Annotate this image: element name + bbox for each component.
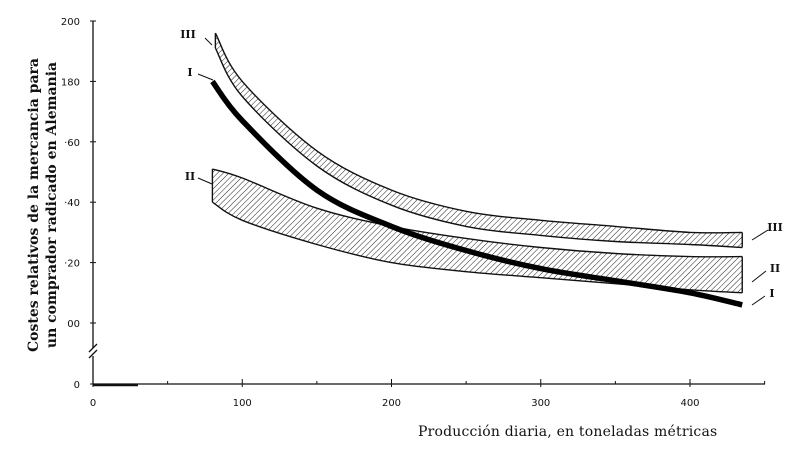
line-i — [210, 79, 743, 308]
bands — [211, 32, 743, 294]
right-leader-line — [751, 270, 767, 283]
right-leader-line — [751, 229, 769, 241]
y-tick-label: 200 — [61, 17, 80, 28]
band-ii-fill — [212, 169, 743, 293]
band-iii-upper-edge — [214, 32, 743, 234]
lines — [210, 79, 743, 308]
axes — [88, 21, 765, 387]
left-leader-line — [197, 73, 214, 81]
band-ii-upper-edge — [212, 168, 743, 258]
left-series-label: I — [187, 66, 192, 79]
x-axis-title: Producción diaria, en toneladas métricas — [418, 424, 718, 440]
y-tick-label: 180 — [61, 77, 80, 88]
x-tick-label: 100 — [233, 398, 252, 409]
y-tick-label: ·20 — [64, 259, 80, 270]
y-axis-title: Costes relativos de la mercancia para un… — [26, 58, 60, 352]
y-tick-label: 0 — [74, 380, 80, 391]
y-axis-title-line-2: un comprador radicado en Alemania — [44, 62, 60, 348]
right-leader-line — [751, 295, 766, 306]
band-iii-lower-edge — [214, 47, 743, 249]
y-tick-label: ·40 — [64, 198, 80, 209]
x-tick-label: 200 — [382, 398, 401, 409]
y-axis-title-line-1: Costes relativos de la mercancia para — [26, 58, 42, 352]
left-series-label: III — [180, 28, 195, 41]
right-series-label: III — [767, 221, 782, 234]
x-tick-label: 0 — [90, 398, 96, 409]
y-tick-label: ·60 — [64, 138, 80, 149]
x-tick-label: 400 — [680, 398, 699, 409]
left-leader-line — [204, 37, 213, 46]
left-leader-line — [197, 177, 213, 185]
right-series-label: I — [769, 287, 774, 300]
x-tick-label: 300 — [531, 398, 550, 409]
y-axis-break — [88, 343, 98, 359]
left-series-label: II — [185, 170, 195, 183]
y-tick-label: 00 — [67, 319, 80, 330]
right-series-label: II — [770, 262, 780, 275]
